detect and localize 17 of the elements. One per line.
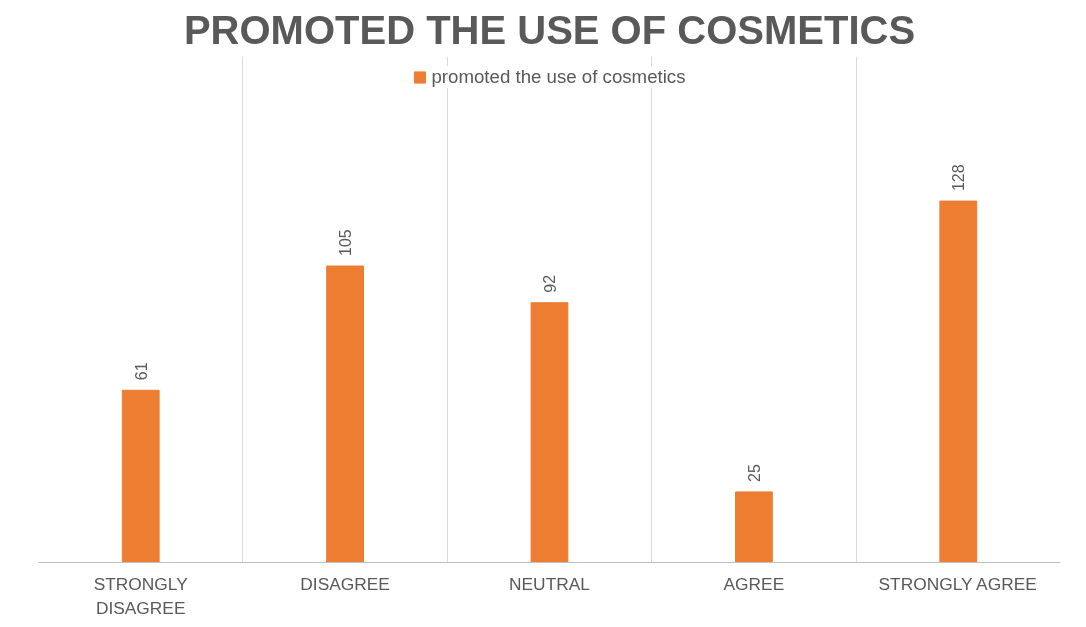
bar — [939, 200, 978, 563]
legend-label: promoted the use of cosmetics — [431, 66, 686, 88]
data-label: 105 — [337, 229, 355, 257]
bar — [530, 302, 569, 563]
data-label: 25 — [745, 464, 763, 482]
data-label: 92 — [541, 274, 559, 293]
x-tick-label: STRONGLY AGREE — [878, 573, 1037, 594]
bar — [326, 265, 364, 563]
chart-title: PROMOTED THE USE OF COSMETICS — [183, 7, 916, 52]
x-tick-label: NEUTRAL — [509, 573, 591, 594]
x-tick-label: AGREE — [723, 573, 785, 594]
data-label: 61 — [132, 362, 150, 381]
bar — [121, 389, 160, 563]
data-label: 128 — [950, 164, 968, 192]
bar — [735, 491, 773, 563]
x-tick-label: DISAGREE — [300, 573, 390, 594]
x-tick-label: STRONGLY DISAGREE — [93, 573, 189, 618]
